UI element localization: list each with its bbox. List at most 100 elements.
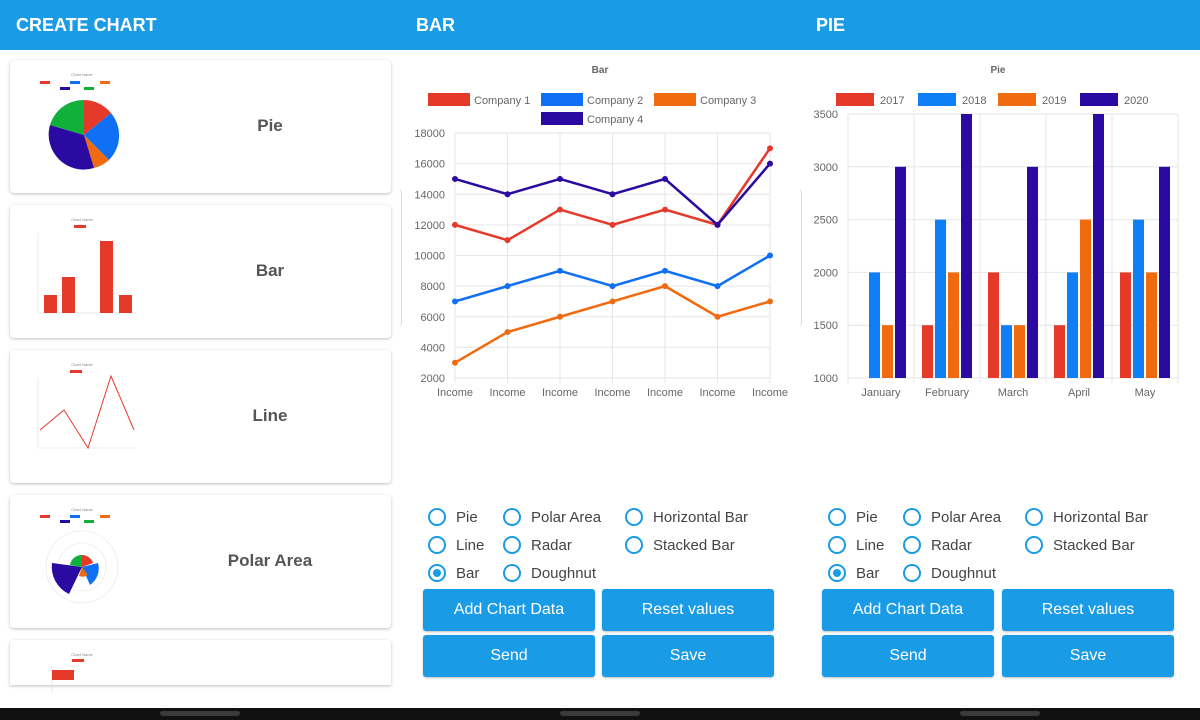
data-point xyxy=(662,283,668,290)
radio-button[interactable] xyxy=(828,536,846,554)
svg-text:Chart Name: Chart Name xyxy=(71,362,93,367)
radio-button[interactable] xyxy=(428,564,446,582)
data-point xyxy=(452,298,458,305)
radio-option-bar[interactable]: Bar xyxy=(828,562,879,584)
radio-button[interactable] xyxy=(1025,536,1043,554)
data-point xyxy=(609,298,616,305)
legend-swatch xyxy=(998,93,1036,106)
radio-button[interactable] xyxy=(903,536,921,554)
send-button[interactable]: Send xyxy=(423,635,595,677)
radio-button[interactable] xyxy=(903,508,921,526)
chart-card-bar[interactable]: Chart Name Bar xyxy=(10,205,391,338)
nav-pill xyxy=(560,711,640,716)
radio-option-line[interactable]: Line xyxy=(828,534,884,556)
radio-label: Line xyxy=(856,536,885,554)
chart-title: Bar xyxy=(592,65,609,76)
y-tick-label: 12000 xyxy=(414,220,445,232)
radio-button[interactable] xyxy=(625,508,643,526)
radio-button[interactable] xyxy=(503,508,521,526)
reset-values-button[interactable]: Reset values xyxy=(602,589,774,631)
add-chart-data-button[interactable]: Add Chart Data xyxy=(822,589,994,631)
y-tick-label: 4000 xyxy=(421,342,445,354)
drawer-edge xyxy=(400,188,402,328)
x-tick-label: Income xyxy=(437,387,473,399)
radio-button[interactable] xyxy=(828,564,846,582)
radio-option-bar[interactable]: Bar xyxy=(428,562,479,584)
create-chart-screen: CREATE CHART Chart Name Pie Chart Name xyxy=(0,0,400,708)
app-bar: PIE xyxy=(800,0,1200,50)
legend-swatch xyxy=(541,93,583,106)
radio-option-polar-area[interactable]: Polar Area xyxy=(903,506,1001,528)
data-point xyxy=(714,283,721,290)
radio-option-doughnut[interactable]: Doughnut xyxy=(903,562,996,584)
chart-card-label: Pie xyxy=(257,116,283,135)
data-point xyxy=(452,359,458,366)
chart-card-horizontal-bar[interactable]: Chart Name xyxy=(10,640,391,693)
x-tick-label: Income xyxy=(699,387,735,399)
reset-values-button[interactable]: Reset values xyxy=(1002,589,1174,631)
radio-button[interactable] xyxy=(625,536,643,554)
radio-option-pie[interactable]: Pie xyxy=(428,506,478,528)
legend-swatch xyxy=(836,93,874,106)
radio-option-radar[interactable]: Radar xyxy=(903,534,972,556)
data-point xyxy=(504,329,511,336)
legend-label: Company 1 xyxy=(474,95,530,107)
radio-button[interactable] xyxy=(503,564,521,582)
radio-option-pie[interactable]: Pie xyxy=(828,506,878,528)
bar xyxy=(882,325,893,378)
bar xyxy=(1054,325,1065,378)
radio-option-stacked-bar[interactable]: Stacked Bar xyxy=(1025,534,1135,556)
y-tick-label: 3000 xyxy=(814,162,838,174)
data-point xyxy=(662,175,668,182)
radio-option-horizontal-bar[interactable]: Horizontal Bar xyxy=(625,506,748,528)
radio-option-doughnut[interactable]: Doughnut xyxy=(503,562,596,584)
save-button[interactable]: Save xyxy=(1002,635,1174,677)
radio-button[interactable] xyxy=(428,508,446,526)
pie-screen: PIE Pie 2017 2018 2019 2020 1000 1500 2000 2500 3… xyxy=(800,0,1200,708)
bar xyxy=(1027,166,1038,378)
x-tick-label: January xyxy=(861,387,901,399)
svg-text:Chart Name: Chart Name xyxy=(71,652,93,657)
line-thumbnail: Chart Name xyxy=(37,362,136,450)
legend-label: 2020 xyxy=(1124,95,1148,107)
y-tick-label: 3500 xyxy=(814,109,838,121)
chart-card-pie[interactable]: Chart Name Pie xyxy=(10,60,391,193)
bar xyxy=(895,166,906,378)
pie-thumbnail: Chart Name xyxy=(40,72,120,170)
svg-text:Chart Name: Chart Name xyxy=(71,72,93,77)
radio-label: Bar xyxy=(856,564,880,582)
radio-button[interactable] xyxy=(903,564,921,582)
radio-button[interactable] xyxy=(1025,508,1043,526)
bar xyxy=(961,114,972,378)
radio-label: Polar Area xyxy=(931,508,1002,526)
radio-option-stacked-bar[interactable]: Stacked Bar xyxy=(625,534,735,556)
y-tick-label: 18000 xyxy=(414,128,445,140)
nav-pill xyxy=(160,711,240,716)
add-chart-data-button[interactable]: Add Chart Data xyxy=(423,589,595,631)
radio-button[interactable] xyxy=(428,536,446,554)
radio-label: Bar xyxy=(456,564,480,582)
x-tick-label: Income xyxy=(647,387,683,399)
bar-thumbnail: Chart Name xyxy=(37,217,136,314)
radio-option-polar-area[interactable]: Polar Area xyxy=(503,506,601,528)
data-point xyxy=(609,191,616,198)
chart-card-polar-area[interactable]: Chart Name Polar Area xyxy=(10,495,391,628)
radio-button[interactable] xyxy=(828,508,846,526)
chart-card-line[interactable]: Chart Name Line xyxy=(10,350,391,483)
x-tick-label: February xyxy=(925,387,970,399)
legend-label: 2017 xyxy=(880,95,904,107)
radio-option-horizontal-bar[interactable]: Horizontal Bar xyxy=(1025,506,1148,528)
line-chart-svg: Bar Company 1 Company 2 Company 3 Company 4 2… xyxy=(414,65,788,399)
radio-option-line[interactable]: Line xyxy=(428,534,484,556)
data-point xyxy=(504,191,511,198)
radio-option-radar[interactable]: Radar xyxy=(503,534,572,556)
send-button[interactable]: Send xyxy=(822,635,994,677)
save-button[interactable]: Save xyxy=(602,635,774,677)
app-bar-title: CREATE CHART xyxy=(16,14,157,35)
y-tick-label: 1500 xyxy=(814,320,838,332)
bar xyxy=(1001,325,1012,378)
radio-label: Pie xyxy=(856,508,878,526)
y-tick-label: 10000 xyxy=(414,251,445,263)
y-tick-label: 16000 xyxy=(414,159,445,171)
radio-button[interactable] xyxy=(503,536,521,554)
